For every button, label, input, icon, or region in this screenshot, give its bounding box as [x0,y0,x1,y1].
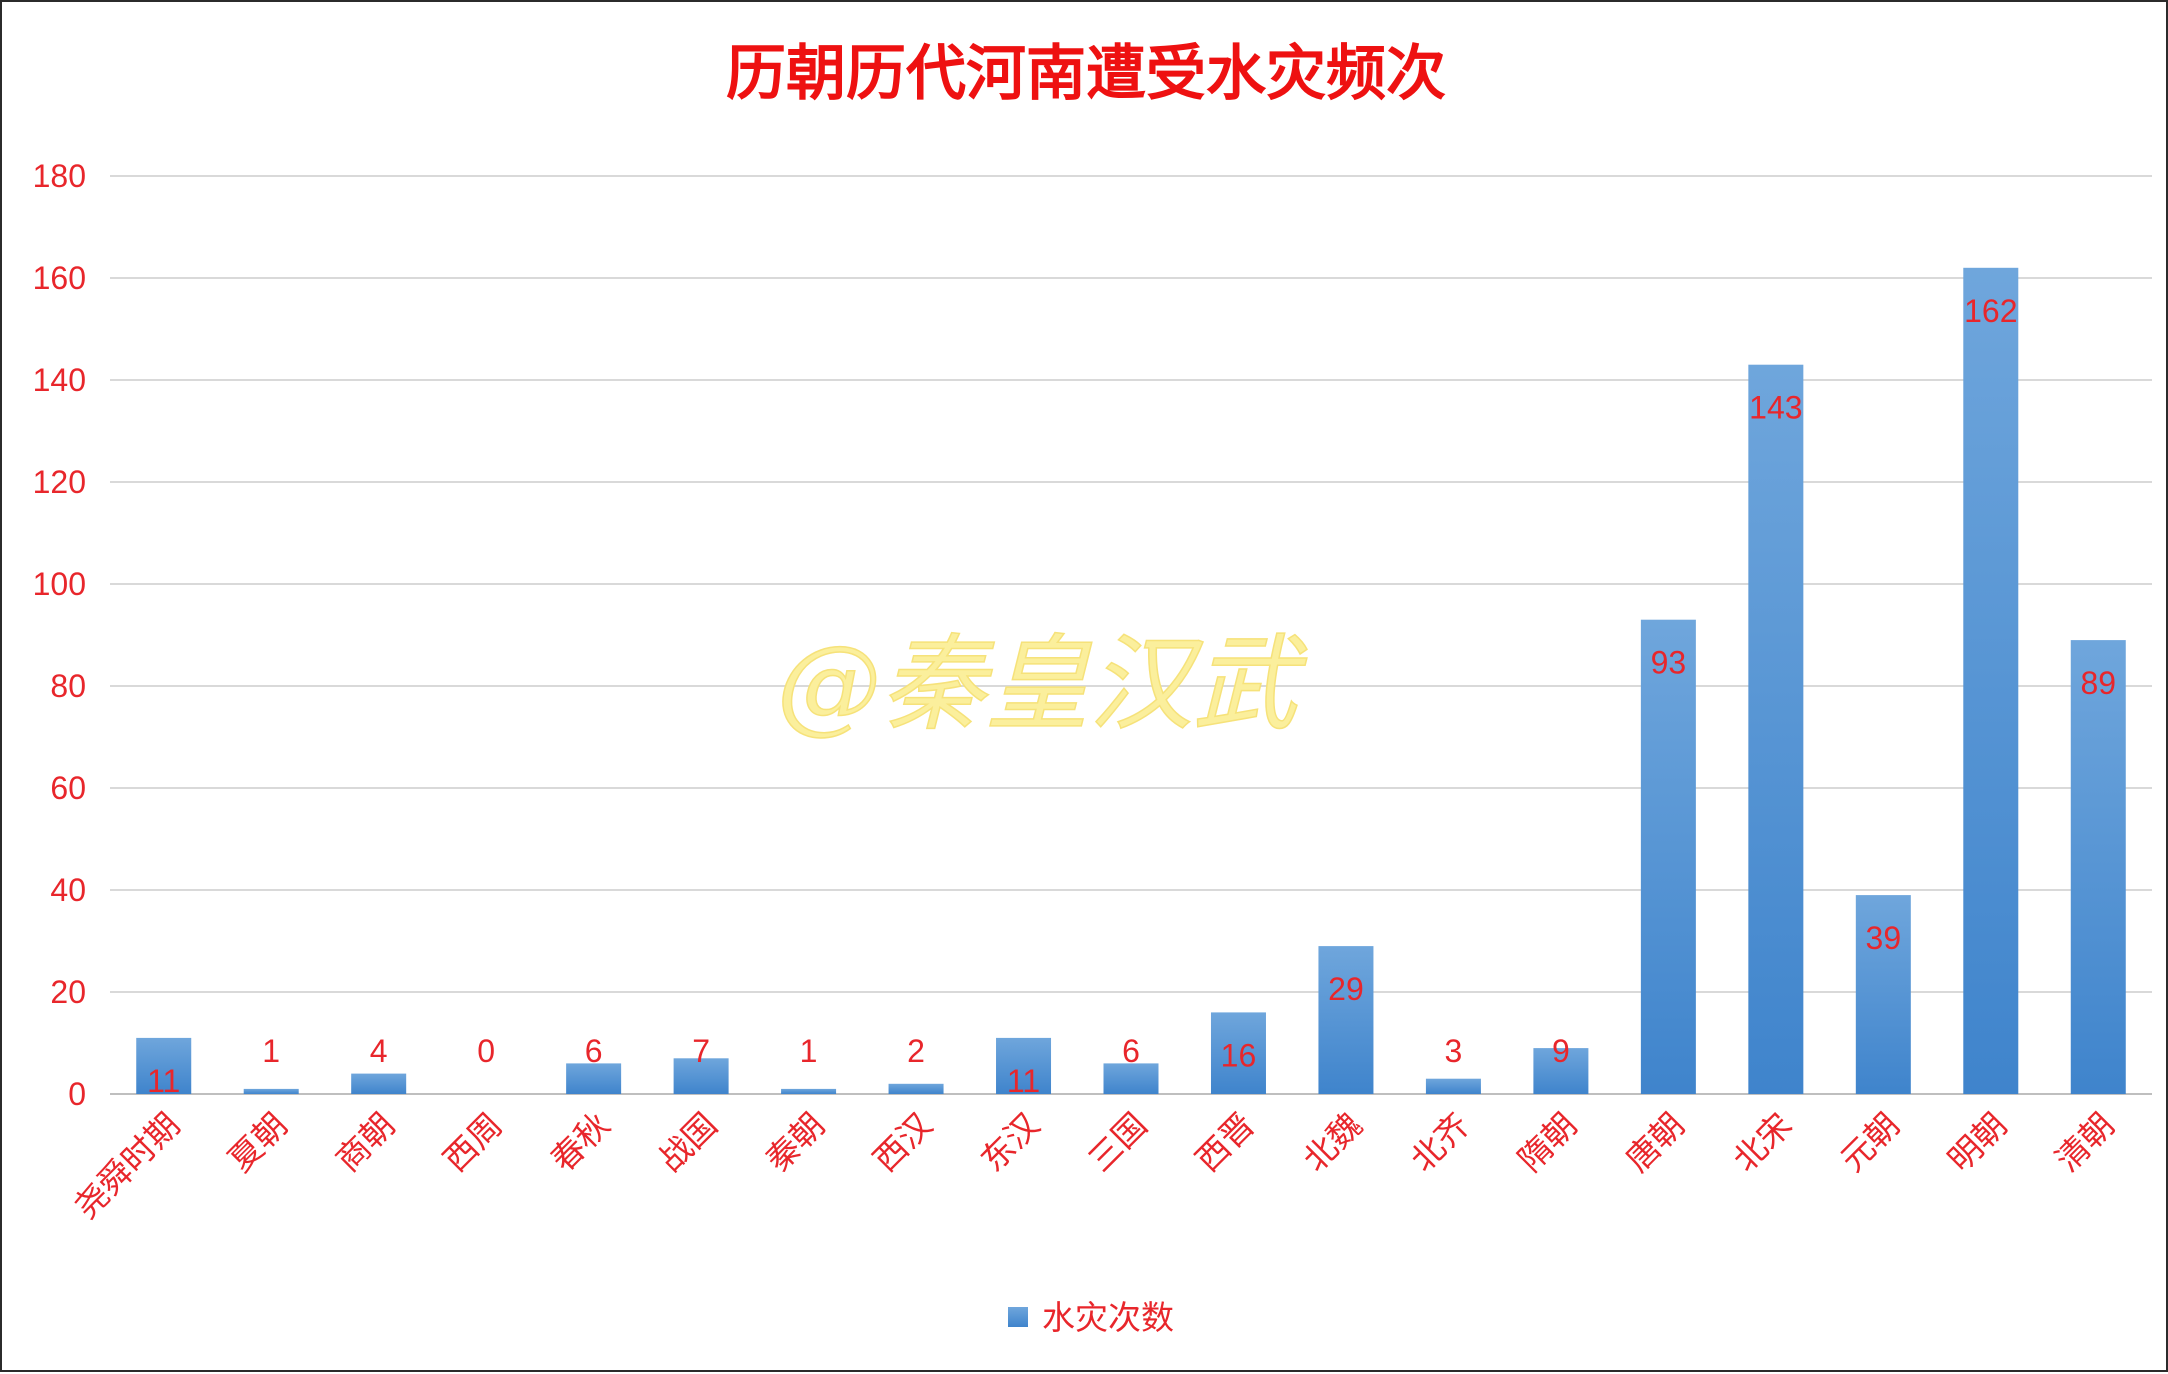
bar[interactable] [1425,1078,1481,1094]
chart-legend[interactable]: 水灾次数 [1008,1298,1174,1337]
bar[interactable] [243,1088,299,1094]
x-tick-label: 明朝 [1940,1105,2014,1179]
data-label: 89 [2080,665,2116,701]
data-label: 93 [1651,645,1687,681]
data-label: 11 [1007,1063,1040,1099]
bar[interactable] [781,1088,837,1094]
x-tick-label: 夏朝 [221,1105,295,1179]
y-tick-label: 140 [33,362,86,398]
watermark-text: @秦皇汉武 [777,623,1307,745]
data-label: 16 [1221,1037,1257,1073]
x-tick-label: 西汉 [865,1105,939,1179]
y-axis-ticks: 0 20 40 60 80 100 120 140 160 180 [33,158,86,1112]
x-tick-label: 尧舜时期 [66,1105,187,1226]
data-label: 39 [1866,920,1902,956]
chart-title: 历朝历代河南遭受水灾频次 [726,39,1446,109]
data-label: 9 [1552,1033,1570,1069]
gridlines [110,175,2152,1095]
x-tick-label: 秦朝 [758,1105,832,1179]
y-tick-label: 160 [33,260,86,296]
bar[interactable] [888,1083,944,1094]
bar[interactable] [351,1073,407,1094]
x-tick-label: 隋朝 [1510,1105,1584,1179]
data-label: 0 [477,1033,495,1069]
bar[interactable] [1640,619,1696,1094]
data-label: 1 [800,1033,818,1069]
x-tick-label: 战国 [651,1105,725,1179]
bar[interactable] [1963,267,2019,1094]
data-label: 4 [370,1033,388,1069]
data-label: 143 [1749,390,1802,426]
y-tick-label: 60 [50,770,86,806]
bar[interactable] [1103,1063,1159,1094]
x-tick-label: 东汉 [973,1105,1047,1179]
x-tick-label: 唐朝 [1618,1105,1692,1179]
x-tick-label: 西周 [436,1105,510,1179]
data-label: 3 [1445,1033,1463,1069]
x-tick-label: 清朝 [2048,1105,2122,1179]
data-label: 1 [262,1033,280,1069]
x-tick-label: 元朝 [1833,1105,1907,1179]
x-tick-label: 北齐 [1403,1105,1477,1179]
bar[interactable] [1533,1048,1589,1094]
x-tick-label: 三国 [1080,1105,1154,1179]
data-label: 7 [692,1033,710,1069]
x-tick-label: 商朝 [328,1105,402,1179]
legend-swatch [1008,1307,1028,1327]
x-tick-label: 西晋 [1188,1105,1262,1179]
bar[interactable] [673,1058,729,1094]
y-tick-label: 80 [50,668,86,704]
x-tick-label: 北宋 [1725,1105,1799,1179]
data-label: 6 [1122,1033,1140,1069]
bar[interactable] [566,1063,622,1094]
bars [136,267,2126,1094]
x-axis-ticks: 尧舜时期 夏朝 商朝 西周 春秋 战国 秦朝 西汉 东汉 三国 西晋 北魏 北齐 隋朝 唐朝 北宋 元朝 明朝 清朝 [66,1105,2121,1226]
data-label: 162 [1964,293,2017,329]
y-tick-label: 100 [33,566,86,602]
data-label: 6 [585,1033,603,1069]
y-tick-label: 120 [33,464,86,500]
bar[interactable] [1210,1012,1266,1094]
y-tick-label: 0 [68,1076,86,1112]
bar[interactable] [1855,895,1911,1094]
x-tick-label: 春秋 [543,1105,617,1179]
legend-label: 水灾次数 [1042,1298,1174,1337]
y-tick-label: 20 [50,974,86,1010]
data-label: 11 [147,1063,180,1099]
bar[interactable] [1318,946,1374,1094]
y-tick-label: 40 [50,872,86,908]
bar[interactable] [136,1037,192,1094]
bar[interactable] [1748,364,1804,1094]
data-label: 2 [907,1033,925,1069]
x-tick-label: 北魏 [1295,1105,1369,1179]
data-label: 29 [1328,971,1364,1007]
bar[interactable] [2070,640,2126,1094]
y-tick-label: 180 [33,158,86,194]
bar[interactable] [996,1037,1052,1094]
